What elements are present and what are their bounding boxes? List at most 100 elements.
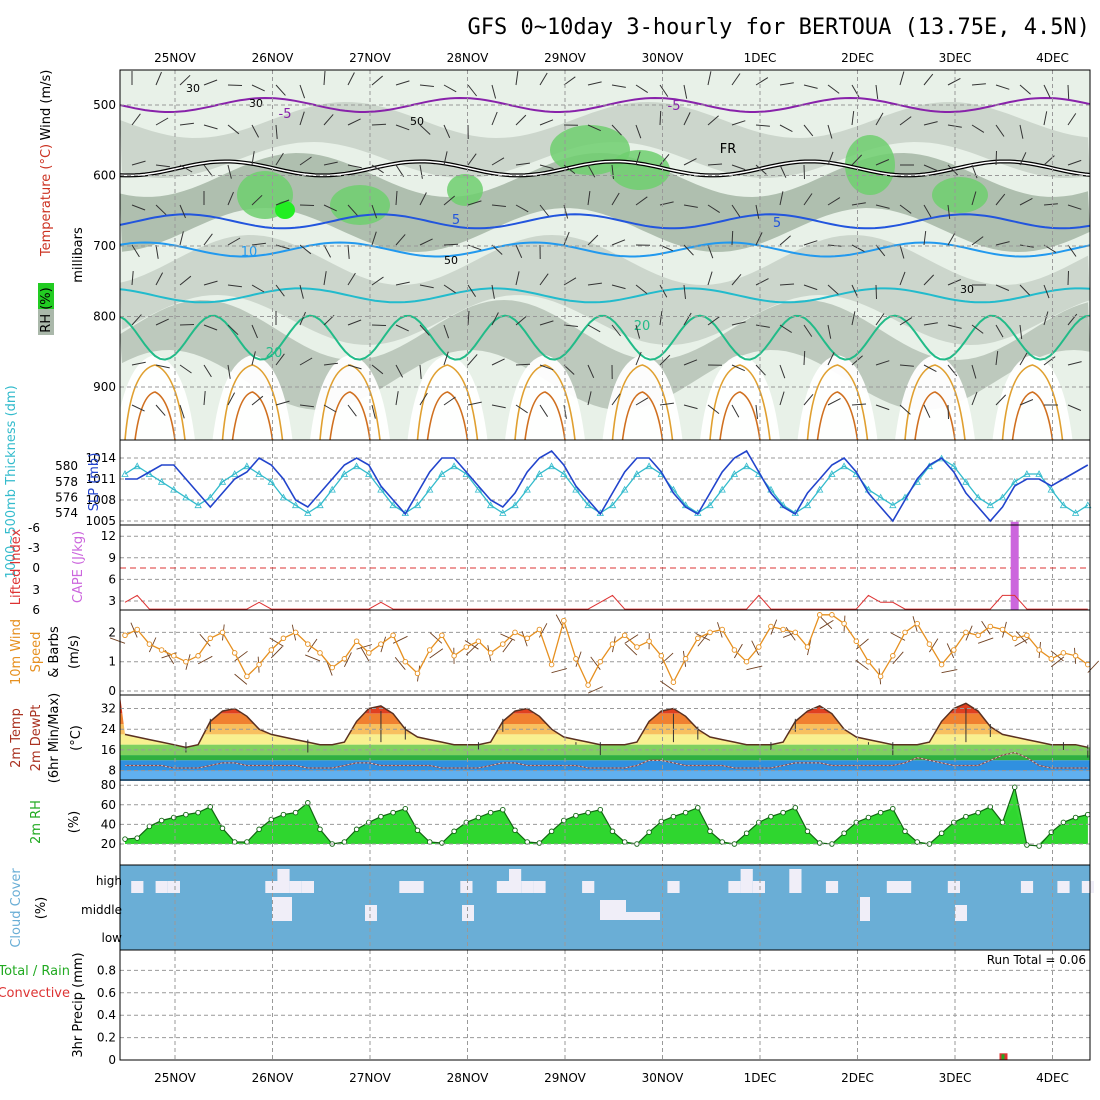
rh-point: [682, 809, 689, 816]
rh-point: [877, 809, 884, 816]
wind-barb: [851, 311, 856, 326]
wind-barb: [371, 404, 376, 419]
wind-speed-point: [695, 635, 701, 642]
rh-point: [1072, 814, 1079, 821]
rh-fill-tier: [125, 787, 1088, 844]
wind-barb: [981, 620, 991, 635]
dewpoint-axis-label: 2m DewPt: [29, 705, 44, 772]
wind-barb: [851, 403, 867, 406]
wind-barb: [419, 84, 434, 87]
wind-barb: [203, 364, 212, 378]
legend-wind: Wind (m/s): [39, 70, 54, 141]
wind-barb: [419, 192, 427, 206]
wind-barb: [203, 124, 218, 130]
rh-point: [402, 805, 409, 812]
wind-barb: [995, 150, 997, 166]
cape-bar: [1010, 521, 1019, 610]
wind-barb: [443, 324, 450, 339]
temp-tick: 16: [101, 743, 116, 757]
wind-speed-point: [938, 661, 945, 668]
humidity-panel: 20 40 60 80 2m RH (%): [29, 778, 1091, 866]
isotherm-25: [904, 364, 966, 440]
wind-barb: [227, 84, 243, 86]
slp-tick: 1005: [85, 514, 116, 528]
wind-barb: [971, 83, 986, 86]
wind-barb: [275, 152, 284, 166]
wind-barb: [611, 84, 626, 88]
wind-barb: [731, 404, 740, 418]
wind-barb: [803, 164, 805, 180]
cloud-high-bar: [886, 881, 899, 893]
wind-axis-label: 10m Wind: [9, 619, 24, 685]
wind-barb: [779, 324, 792, 334]
wind-barb: [875, 112, 884, 126]
thickness-point: [876, 493, 885, 501]
wind-barb: [971, 364, 977, 379]
boundary-layer-cell: [505, 355, 585, 440]
wind-barb: [971, 124, 985, 133]
wind-barb: [1019, 197, 1033, 206]
li-tick: 3: [32, 583, 40, 597]
wind-panel: 0 1 2 10m Wind Speed & Barbs (m/s): [9, 609, 1100, 698]
wind-barb: [227, 191, 234, 206]
isotherm-line: [120, 287, 1090, 304]
wind-speed-point: [439, 632, 445, 639]
cloud-high-bar: [509, 869, 522, 893]
isotherm-30: [231, 391, 274, 440]
wind-barb: [923, 204, 932, 218]
wind-barb: [356, 644, 373, 650]
thickness-point: [1023, 470, 1031, 477]
wind-barb: [731, 321, 746, 326]
cloud-high-bar: [460, 881, 473, 893]
date-label: 29NOV: [544, 51, 586, 65]
cloud-high-bar: [740, 869, 753, 893]
cloud-level-label: low: [102, 931, 123, 945]
wind-barb: [307, 638, 318, 653]
wind-barb: [563, 204, 569, 219]
wind-barb: [203, 324, 218, 331]
wind-barb: [515, 71, 519, 86]
rh-contour-label: 50: [444, 254, 458, 267]
isotherm-line: [120, 314, 1090, 361]
wind-barb: [755, 204, 760, 219]
wind-barb: [755, 164, 767, 175]
wind-barb: [429, 632, 443, 644]
wind-barb: [465, 643, 479, 656]
wind-barb: [563, 404, 567, 419]
rh-point: [768, 813, 774, 820]
thickness-tick: 578: [55, 475, 78, 489]
wind-speed-point: [451, 653, 457, 659]
wind-speed-point: [585, 682, 591, 688]
wind-barb: [443, 351, 449, 366]
wind-barb: [515, 244, 523, 259]
wind-barb: [515, 271, 520, 286]
wind-barb: [707, 404, 720, 414]
wind-barb: [347, 319, 362, 326]
wind-barb: [371, 231, 377, 246]
wind-speed-point: [1048, 656, 1055, 662]
cloud-high-bar: [155, 881, 168, 893]
wind-speed-point: [621, 632, 628, 639]
wind-barb: [539, 72, 548, 86]
wind-barb: [1067, 404, 1082, 411]
wind-barb: [892, 651, 904, 665]
rh-point: [451, 828, 457, 835]
wind-speed-point: [1072, 653, 1079, 659]
wind-speed-point: [207, 635, 214, 642]
wind-speed-point: [731, 647, 738, 653]
wind-barb: [1043, 84, 1051, 98]
wind-barb: [323, 161, 338, 166]
wind-barb: [467, 84, 477, 97]
wind-speed-point: [171, 653, 177, 659]
isotherm-line: [120, 213, 1090, 230]
wind-barb: [803, 124, 814, 137]
wind-barb: [923, 231, 927, 246]
rh-point: [573, 812, 579, 819]
cloud-high-bar: [789, 869, 802, 893]
wind-barb: [395, 124, 410, 131]
wind-barb: [131, 314, 142, 326]
wind-barb: [179, 164, 193, 173]
wind-barb: [1050, 656, 1065, 668]
wind-barb: [803, 284, 818, 291]
